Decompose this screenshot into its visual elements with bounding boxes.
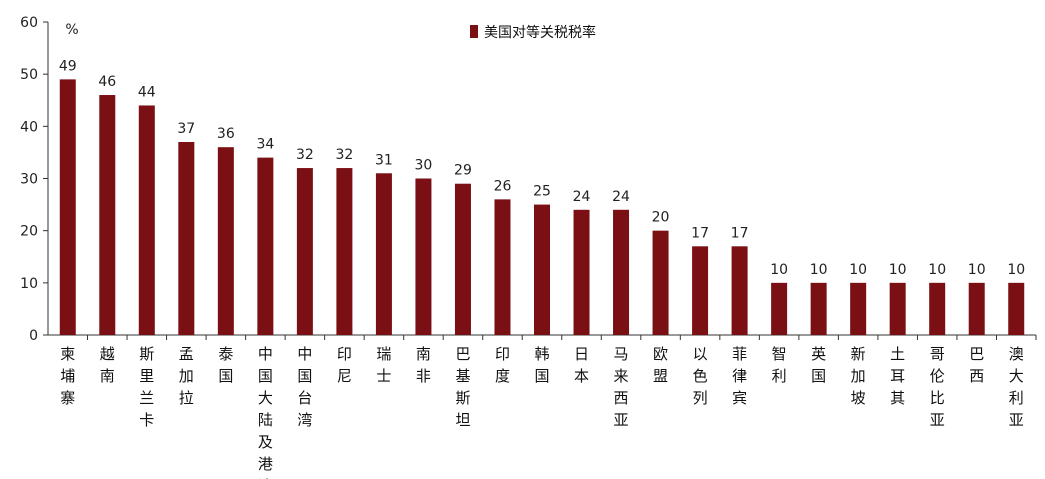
data-label: 24 (612, 189, 630, 205)
category-label: 泰国 (218, 345, 233, 385)
data-label: 32 (335, 147, 353, 163)
bar (810, 282, 827, 335)
category-label: 菲律宾 (732, 345, 747, 407)
category-label: 印尼 (337, 345, 352, 385)
data-label: 17 (691, 225, 709, 241)
bar (652, 230, 669, 335)
data-label: 34 (256, 137, 274, 153)
y-tick-label: 40 (20, 119, 38, 135)
bar (889, 282, 906, 335)
data-label: 25 (533, 184, 551, 200)
legend-label: 美国对等关税税率 (484, 24, 596, 41)
category-label: 柬埔寨 (60, 345, 75, 407)
data-label: 10 (810, 262, 828, 278)
data-label: 29 (454, 163, 472, 179)
category-label: 欧盟 (653, 345, 668, 385)
data-label: 26 (494, 178, 512, 194)
y-tick-label: 60 (20, 15, 38, 31)
legend: 美国对等关税税率 (470, 24, 596, 41)
category-label: 中国台湾 (297, 345, 312, 429)
bar (613, 209, 630, 335)
bar (217, 147, 234, 335)
category-label: 孟加拉 (179, 345, 194, 407)
bar (929, 282, 946, 335)
bar (1008, 282, 1025, 335)
bar (336, 168, 353, 335)
data-label: 10 (770, 262, 788, 278)
category-label: 瑞士 (376, 345, 391, 385)
data-label: 37 (177, 121, 195, 137)
axes: 0 10 20 30 40 50 60 (20, 15, 1037, 344)
data-label: 36 (217, 126, 235, 142)
category-label: 中国大陆及港澳 (258, 345, 273, 479)
data-label: 10 (928, 262, 946, 278)
bar (99, 95, 116, 336)
category-label: 越南 (100, 345, 115, 385)
y-unit-label: % (65, 22, 78, 38)
data-label: 31 (375, 152, 393, 168)
data-label: 17 (731, 225, 749, 241)
y-tick-label: 0 (29, 328, 38, 344)
bar (138, 105, 155, 335)
category-label: 哥伦比亚 (930, 345, 945, 429)
legend-swatch (470, 25, 478, 38)
bar (454, 183, 471, 335)
data-label: 49 (59, 58, 77, 74)
category-label: 土耳其 (890, 345, 905, 407)
category-label: 南非 (416, 345, 431, 385)
y-tick-label: 50 (20, 67, 38, 83)
data-label: 44 (138, 84, 156, 100)
bar (257, 157, 274, 335)
bar (296, 168, 313, 335)
data-label: 10 (1007, 262, 1025, 278)
bar (731, 246, 748, 335)
bar (415, 178, 432, 335)
y-tick-label: 30 (20, 172, 38, 188)
bar (573, 209, 590, 335)
category-label: 以色列 (693, 345, 708, 407)
bar (771, 282, 788, 335)
bar (534, 204, 550, 335)
category-label: 智利 (772, 345, 787, 385)
bars (59, 79, 1025, 336)
bar (59, 79, 76, 335)
y-tick-label: 10 (20, 276, 38, 292)
data-label: 10 (968, 262, 986, 278)
category-label: 新加坡 (851, 345, 866, 407)
category-label: 印度 (495, 345, 510, 385)
bar (178, 141, 195, 335)
data-label: 10 (849, 262, 867, 278)
data-label: 10 (889, 262, 907, 278)
bar (850, 282, 867, 335)
labels: % 49 柬埔寨 46 越南 44 斯里兰卡 37 孟加拉 36 泰国 34 中国大陆及港澳 32 中国台湾… (59, 22, 1025, 479)
data-label: 24 (573, 189, 591, 205)
category-label: 马来西亚 (614, 345, 629, 429)
data-label: 32 (296, 147, 314, 163)
category-label: 澳大利亚 (1009, 345, 1024, 429)
bar (968, 282, 985, 335)
bar (692, 246, 709, 335)
data-label: 30 (415, 158, 433, 174)
category-label: 斯里兰卡 (139, 345, 154, 429)
data-label: 46 (98, 74, 116, 90)
category-label: 巴基斯坦 (455, 345, 470, 429)
category-label: 韩国 (534, 345, 549, 385)
category-label: 巴西 (969, 345, 984, 385)
data-label: 20 (652, 210, 670, 226)
bar (494, 199, 511, 335)
category-label: 英国 (811, 345, 826, 385)
y-tick-label: 20 (20, 224, 38, 240)
category-label: 日本 (574, 345, 589, 385)
bar (375, 173, 392, 335)
